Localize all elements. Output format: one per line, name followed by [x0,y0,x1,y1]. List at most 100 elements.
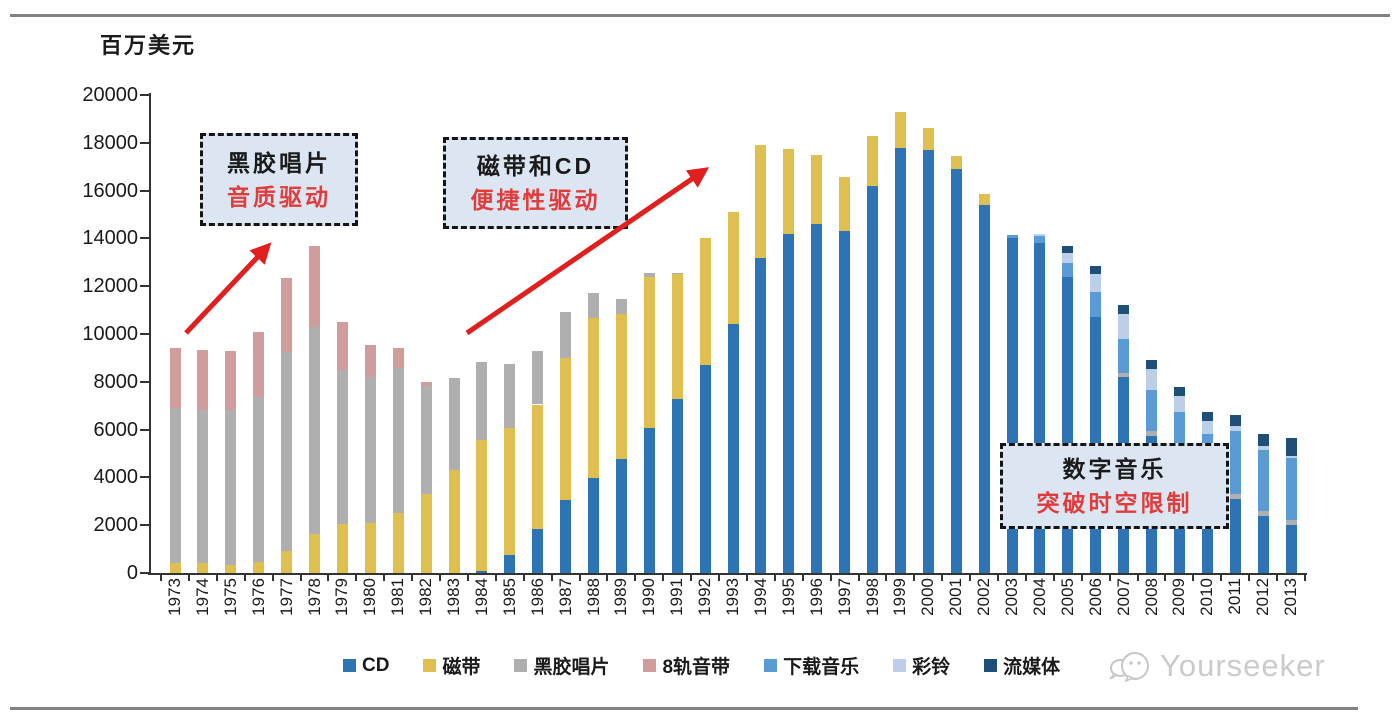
legend-item-CD: CD [343,655,389,677]
y-tick-mark [140,237,150,240]
annotation-vinyl-title: 黑胶唱片 [227,150,331,176]
bar-segment-下载音乐 [1034,236,1046,244]
annotation-cassette-cd-title: 磁带和CD [476,153,595,179]
bar-segment-CD [727,324,739,573]
annotation-cassette-cd: 磁带和CD 便捷性驱动 [443,137,628,229]
top-rule [10,14,1390,17]
bar-segment-黑胶唱片 [615,299,627,314]
bar-segment-彩铃 [1173,396,1185,412]
x-tick-label: 2008 [1141,578,1161,616]
legend-label: 下载音乐 [783,657,860,678]
bar-segment-黑胶唱片 [225,410,237,565]
x-tick-label: 2010 [1197,578,1217,616]
x-tick-mark [1108,573,1111,581]
bar-segment-磁带 [615,313,627,460]
bottom-rule [10,707,1358,710]
x-tick-label: 2005 [1057,578,1077,616]
x-tick-mark [1303,573,1306,581]
x-tick-label: 2007 [1113,578,1133,616]
bar-segment-黑胶唱片 [671,273,683,275]
bar-segment-CD [560,500,572,573]
annotation-vinyl: 黑胶唱片 音质驱动 [200,133,358,226]
x-tick-mark [411,573,414,581]
bar-segment-流媒体 [1201,411,1213,422]
annotation-digital-subtitle: 突破时空限制 [1036,490,1193,516]
bar-segment-下载音乐 [1257,449,1269,511]
bar-segment-磁带 [588,317,599,479]
bar-segment-流媒体 [1146,360,1157,369]
x-tick-mark [606,573,609,581]
legend-swatch-8轨音带 [643,659,657,672]
bar-segment-黑胶唱片 [532,350,544,405]
x-tick-label: 1987 [555,578,575,616]
x-tick-label: 1983 [444,578,463,616]
y-tick-label: 2000 [93,514,139,537]
bar-segment-CD [922,149,934,573]
x-tick-label: 1991 [667,578,687,616]
x-tick-label: 1999 [890,578,910,616]
x-tick-mark [773,573,776,581]
bar-segment-CD [699,365,711,573]
legend-label: 黑胶唱片 [533,657,610,678]
bar-segment-流媒体 [1229,414,1241,426]
x-tick-mark [1276,573,1278,581]
y-tick-mark [140,428,150,431]
y-tick-label: 4000 [93,466,139,489]
y-tick-label: 0 [126,562,138,584]
legend-label: 彩铃 [912,657,951,678]
bar-segment-黑胶唱片 [392,367,404,514]
y-tick-mark [140,476,150,479]
bar-segment-8轨音带 [197,350,209,411]
bar-segment-磁带 [839,177,851,232]
bar-segment-黑胶唱片 [560,312,572,358]
x-tick-mark [550,573,553,581]
bar-segment-黑胶唱片 [309,326,320,534]
x-tick-label: 1982 [416,578,436,616]
x-tick-mark [1024,573,1027,581]
bar-segment-磁带 [364,522,376,573]
x-tick-label: 1993 [723,578,742,616]
y-axis [149,93,151,575]
legend-swatch-下载音乐 [764,659,778,672]
x-tick-mark [885,573,888,581]
bar-segment-CD [978,204,990,573]
bar-segment-CD [1034,243,1046,573]
legend-swatch-磁带 [423,659,437,672]
x-tick-mark [439,573,441,581]
bar-segment-8轨音带 [281,277,293,352]
annotation-cassette-cd-subtitle: 便捷性驱动 [470,187,601,213]
bar-segment-磁带 [894,111,906,148]
bar-segment-彩铃 [1034,233,1046,236]
bar-segment-磁带 [783,148,795,234]
legend-item-彩铃: 彩铃 [893,652,950,679]
bar-segment-8轨音带 [253,332,265,397]
x-tick-mark [662,573,665,581]
legend-swatch-流媒体 [984,659,998,672]
wechat-icon [1109,652,1149,683]
bar-segment-磁带 [867,135,878,186]
bar-segment-黑胶唱片 [476,362,488,441]
bar-segment-黑胶唱片 [643,273,655,277]
bar-segment-黑胶唱片 [1118,373,1130,377]
x-tick-label: 2006 [1085,578,1105,616]
bar-segment-磁带 [281,551,293,573]
bar-segment-黑胶唱片 [169,408,181,564]
y-tick-mark [140,380,150,383]
bar-segment-彩铃 [1257,446,1269,450]
annotation-vinyl-subtitle: 音质驱动 [227,184,331,210]
x-tick-mark [634,573,637,581]
x-tick-mark [522,573,525,581]
bar-segment-磁带 [197,563,209,573]
x-tick-label: 1981 [388,578,408,616]
bar-segment-磁带 [671,274,683,399]
bar-segment-磁带 [643,276,655,429]
bar-segment-CD [1006,238,1018,573]
annotation-digital-title: 数字音乐 [1062,456,1167,482]
bar-segment-黑胶唱片 [1257,510,1269,516]
x-tick-mark [243,573,246,581]
bar-segment-磁带 [448,470,460,573]
bar-segment-下载音乐 [1090,292,1102,318]
x-tick-label: 1975 [220,578,240,616]
y-tick-label: 6000 [93,418,139,441]
